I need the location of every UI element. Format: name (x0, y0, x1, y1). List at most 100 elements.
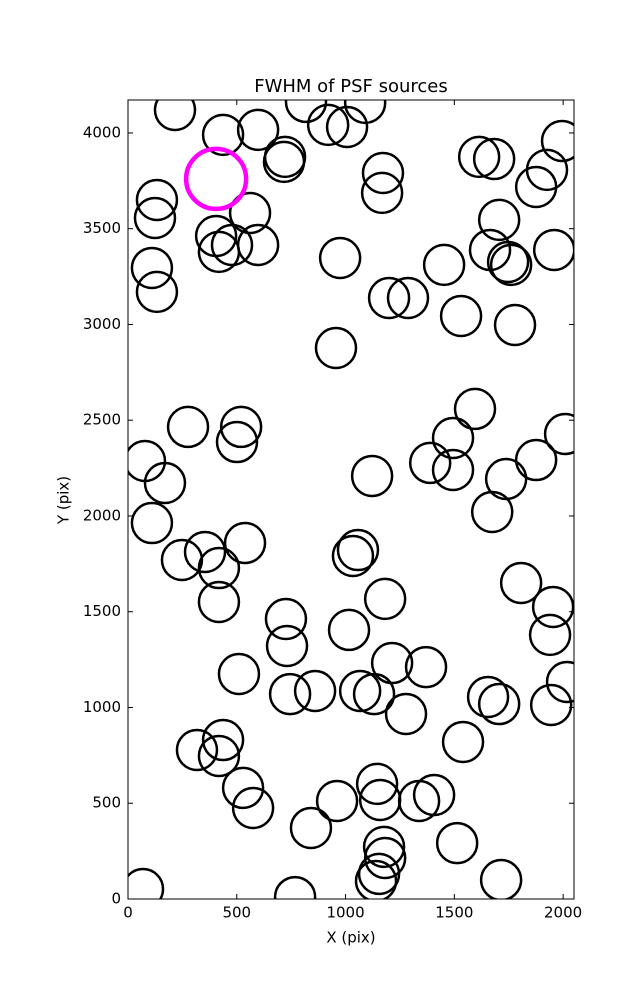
y-tick-label: 3500 (83, 219, 121, 237)
source-circle (528, 613, 572, 657)
y-axis-label: Y (pix) (55, 476, 73, 525)
source-circle (370, 641, 414, 685)
y-tick-label: 1000 (83, 698, 121, 716)
source-circle (441, 720, 485, 764)
source-circle (362, 825, 406, 869)
source-circle (422, 243, 466, 287)
source-circle (135, 178, 179, 222)
source-circle (529, 683, 573, 727)
source-circle (386, 276, 430, 320)
source-circle (361, 151, 405, 195)
source-circle (367, 276, 411, 320)
source-circle (338, 669, 382, 713)
source-circle (489, 243, 533, 287)
source-circle (221, 766, 265, 810)
source-circle (486, 240, 530, 284)
source-circle (223, 521, 267, 565)
source-circle (363, 577, 407, 621)
source-circle (273, 875, 317, 899)
source-circle (306, 103, 350, 147)
source-circle (350, 454, 394, 498)
y-tick-label: 1500 (83, 602, 121, 620)
x-tick-label: 500 (222, 904, 251, 922)
y-tick-label: 2500 (83, 411, 121, 429)
source-circle (327, 608, 371, 652)
axes-frame (127, 99, 575, 900)
y-tick-label: 0 (111, 890, 121, 908)
source-circle (219, 405, 263, 449)
source-circle (133, 196, 177, 240)
y-tick-label: 2000 (83, 506, 121, 524)
source-circle (314, 326, 358, 370)
source-circle (470, 490, 514, 534)
source-circle (130, 501, 174, 545)
source-circle (201, 718, 245, 762)
source-circle (197, 580, 241, 624)
source-circle (128, 439, 167, 483)
source-circle (262, 140, 306, 184)
source-circle (439, 294, 483, 338)
source-circle (431, 416, 475, 460)
plot-area (128, 100, 574, 899)
source-circle (166, 405, 210, 449)
source-circle (228, 191, 272, 235)
source-circle (130, 246, 174, 290)
source-circle (236, 108, 280, 152)
source-circle (514, 438, 558, 482)
source-circle (128, 867, 165, 899)
source-circle (135, 270, 179, 314)
x-tick-label: 2000 (544, 904, 582, 922)
source-circle (543, 412, 574, 456)
source-circle (183, 530, 227, 574)
source-circle (412, 773, 456, 817)
source-circle (217, 652, 261, 696)
source-circle (435, 821, 479, 865)
source-circle (160, 538, 204, 582)
source-circle (499, 561, 543, 605)
source-circle (431, 448, 475, 492)
x-tick-label: 1000 (326, 904, 364, 922)
source-circle (325, 105, 369, 149)
source-circle (215, 420, 259, 464)
source-circle (284, 100, 328, 124)
source-circle (293, 669, 337, 713)
source-circle (357, 852, 401, 896)
source-circle (493, 303, 537, 347)
source-circle (231, 786, 275, 830)
source-circle (540, 119, 574, 163)
x-tick-label: 0 (123, 904, 133, 922)
source-circle (175, 728, 219, 772)
source-circle (532, 228, 574, 272)
source-circle (318, 236, 362, 280)
source-circle (201, 113, 245, 157)
source-circle (264, 597, 308, 641)
source-circle (514, 165, 558, 209)
source-circle (183, 146, 249, 212)
y-tick-label: 3000 (83, 315, 121, 333)
source-circle (453, 387, 497, 431)
source-circle (472, 137, 516, 181)
source-circle (315, 779, 359, 823)
source-circle (466, 675, 510, 719)
y-tick-label: 4000 (83, 123, 121, 141)
source-circle (479, 858, 523, 899)
source-circle (545, 660, 574, 704)
source-circle (336, 528, 380, 572)
x-tick-label: 1500 (435, 904, 473, 922)
source-circle (197, 546, 241, 590)
source-circle (477, 198, 521, 242)
source-circle (477, 682, 521, 726)
x-axis-label: X (pix) (326, 929, 375, 947)
source-circle (355, 762, 399, 806)
source-circle (531, 585, 574, 629)
source-circle (384, 692, 428, 736)
source-circle (354, 859, 398, 899)
source-circle (404, 645, 448, 689)
source-circle (210, 223, 254, 267)
source-circle (289, 806, 333, 850)
source-circle (197, 734, 241, 778)
source-circle (265, 624, 309, 668)
source-circle (360, 171, 404, 215)
source-circle (457, 135, 501, 179)
source-circle (268, 672, 312, 716)
